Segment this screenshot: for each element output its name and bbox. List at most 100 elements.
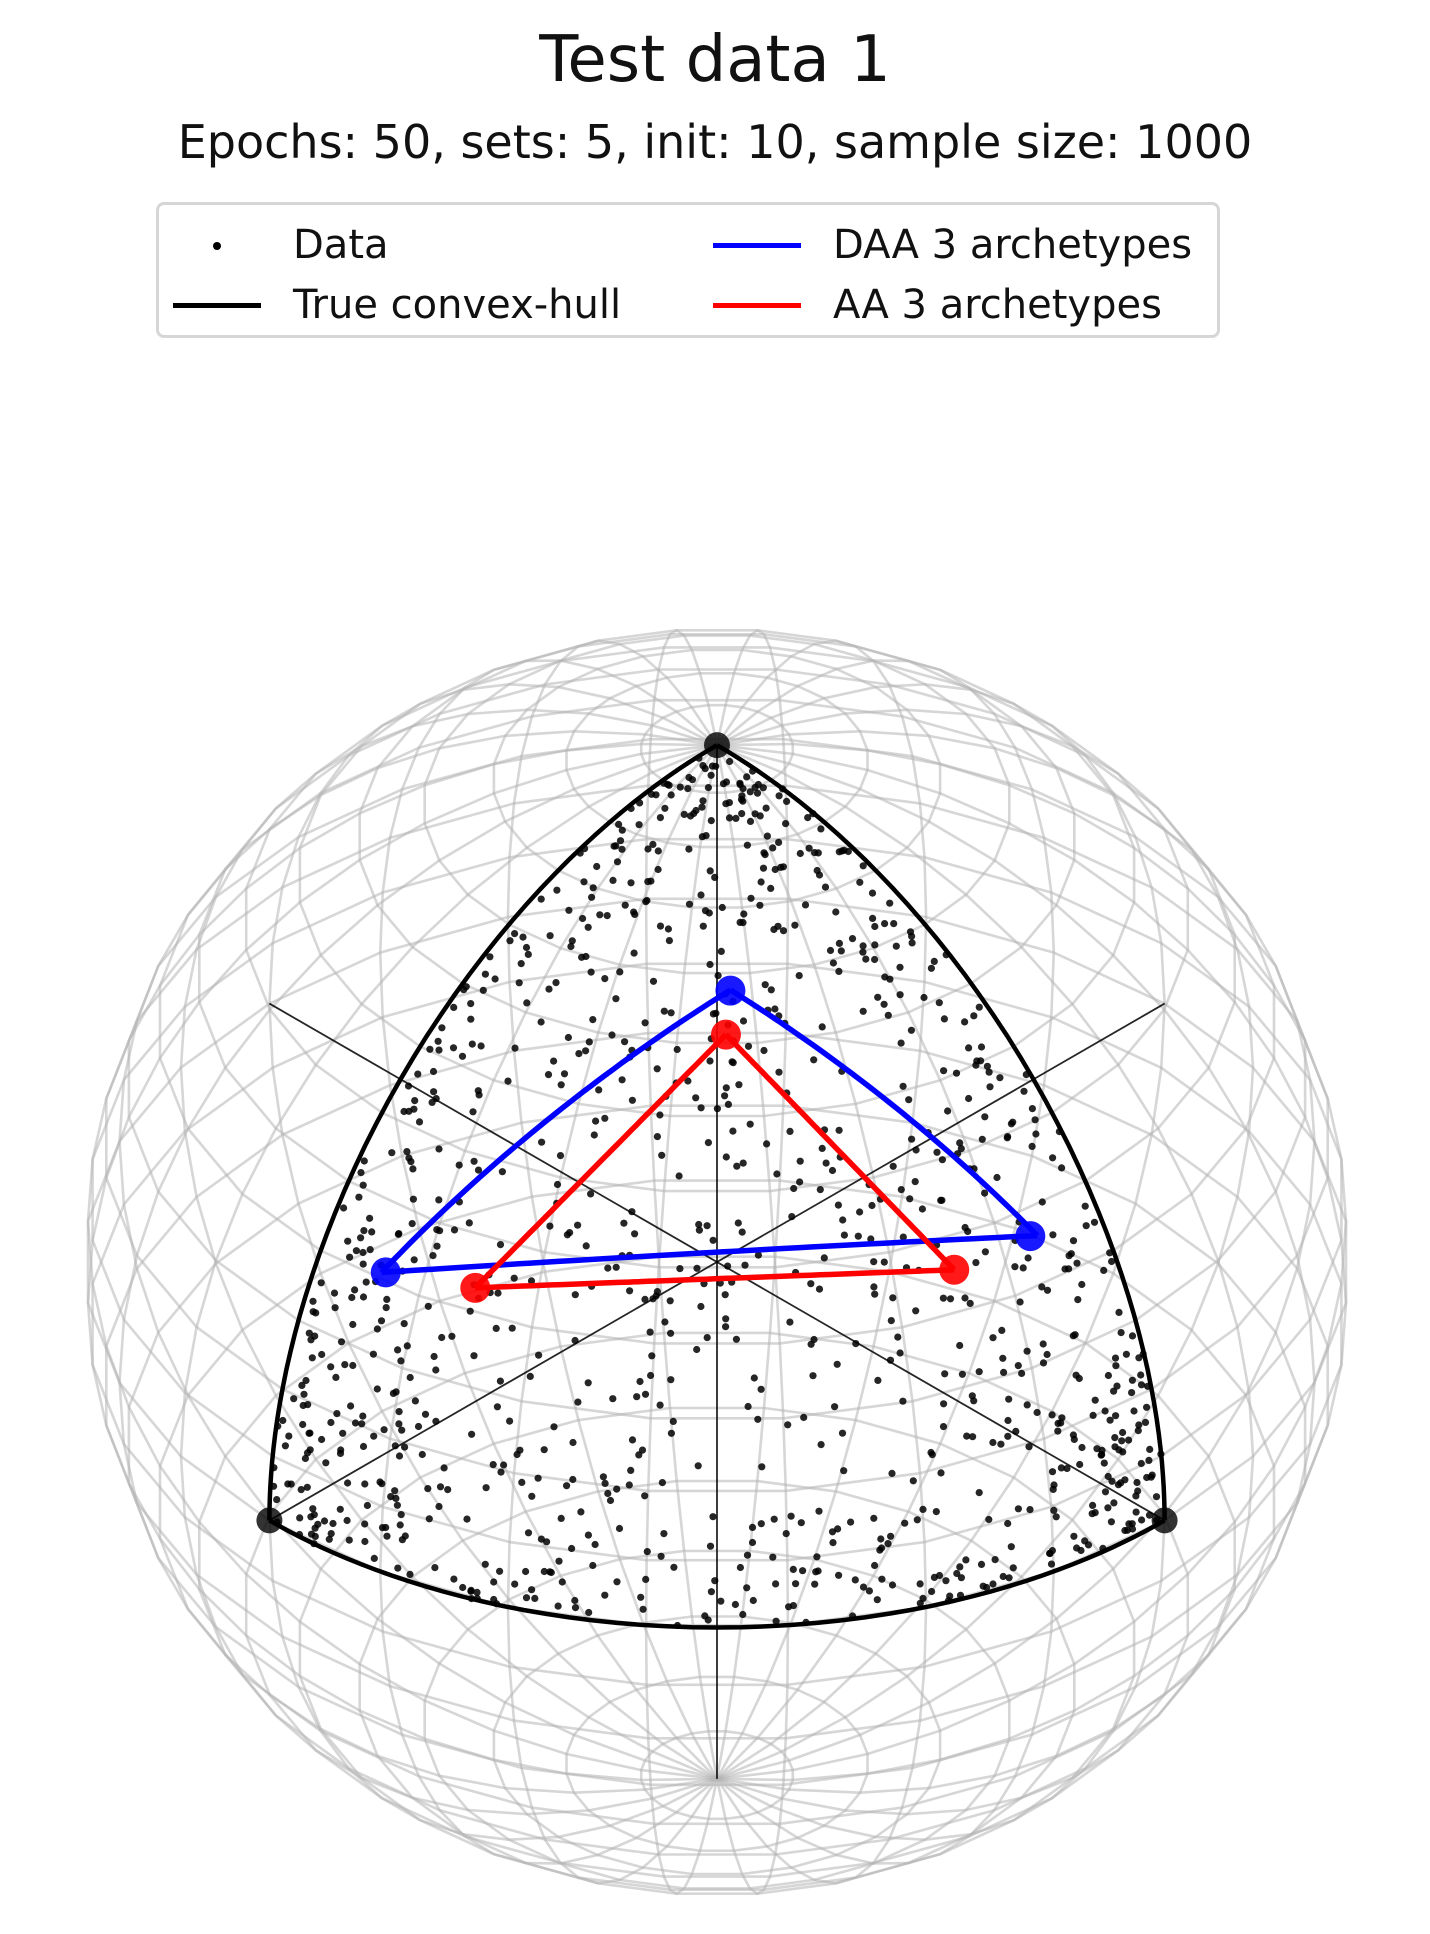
data-point	[887, 1532, 895, 1540]
data-point	[301, 1454, 309, 1463]
data-point	[721, 1291, 729, 1299]
data-point	[997, 1440, 1005, 1448]
data-point	[393, 1501, 401, 1509]
data-point	[296, 1514, 304, 1522]
data-point	[956, 1139, 964, 1147]
data-point	[886, 899, 894, 907]
data-point	[400, 1107, 408, 1116]
data-point	[621, 901, 629, 909]
data-point	[939, 1423, 948, 1431]
data-point	[563, 1482, 571, 1490]
data-point	[1007, 1543, 1015, 1551]
data-point	[834, 1525, 842, 1533]
data-point	[859, 948, 867, 956]
data-point	[761, 981, 769, 989]
data-point	[401, 1443, 409, 1451]
data-point	[1091, 1509, 1099, 1517]
data-point	[311, 1332, 319, 1340]
data-point	[848, 935, 857, 943]
data-point	[1089, 1501, 1097, 1509]
data-point	[497, 1468, 505, 1476]
data-point	[318, 1350, 326, 1359]
aa-archetype-point	[460, 1272, 491, 1303]
data-point	[435, 1046, 443, 1054]
data-point	[1050, 1481, 1058, 1489]
data-point	[596, 911, 604, 919]
data-point	[890, 920, 898, 928]
data-point	[1073, 1544, 1081, 1552]
data-point	[469, 1108, 477, 1116]
data-point	[698, 803, 706, 811]
data-point	[1138, 1516, 1146, 1524]
data-point	[777, 863, 785, 872]
data-point	[589, 1016, 597, 1024]
data-point	[325, 1535, 333, 1543]
legend-marker-data	[171, 217, 263, 273]
data-point	[786, 1127, 794, 1135]
data-point	[760, 1046, 768, 1055]
data-point	[656, 814, 665, 822]
data-point	[746, 1120, 754, 1128]
data-point	[448, 1332, 456, 1340]
data-point	[601, 975, 609, 983]
data-point	[856, 1208, 864, 1216]
data-point	[881, 920, 889, 928]
data-point	[1014, 1362, 1022, 1370]
sphere-parallel	[127, 737, 1307, 1420]
data-point	[851, 1576, 859, 1584]
data-point	[871, 1290, 879, 1298]
data-point	[571, 1596, 579, 1605]
data-point	[1012, 1427, 1020, 1435]
data-point	[359, 1412, 367, 1420]
data-point	[665, 937, 674, 945]
data-point	[467, 1015, 475, 1023]
data-point	[587, 968, 595, 976]
data-point	[775, 838, 783, 847]
data-point	[574, 1221, 582, 1229]
data-point	[653, 1065, 661, 1073]
data-point	[1043, 1350, 1051, 1359]
data-point	[795, 972, 803, 980]
data-point	[784, 1421, 792, 1429]
data-point	[554, 1602, 562, 1610]
data-point	[359, 1181, 367, 1189]
data-point	[722, 1323, 730, 1331]
data-point	[450, 1003, 458, 1012]
sphere-parallel	[105, 1031, 1329, 1740]
true-convex-hull	[256, 732, 1178, 1630]
data-point	[680, 810, 688, 819]
data-point	[981, 1113, 989, 1121]
data-point	[732, 814, 740, 823]
data-point	[481, 1560, 489, 1568]
data-point	[435, 1145, 443, 1153]
data-point	[411, 1097, 419, 1105]
data-point	[1137, 1459, 1145, 1468]
data-point	[897, 1186, 905, 1194]
data-point	[1074, 1296, 1082, 1304]
data-point	[901, 1519, 909, 1527]
data-point	[511, 1044, 519, 1052]
data-point	[1107, 1518, 1115, 1526]
data-point	[1004, 1416, 1012, 1425]
data-point	[835, 967, 843, 976]
data-point	[616, 837, 625, 845]
data-point	[888, 1469, 896, 1477]
data-point	[977, 1043, 986, 1051]
data-point	[340, 1204, 348, 1212]
data-point	[852, 1340, 860, 1348]
data-point	[871, 941, 879, 949]
data-point	[744, 1402, 752, 1411]
data-point	[430, 1352, 438, 1361]
data-point	[697, 1302, 705, 1311]
hull-edge	[267, 743, 719, 1521]
data-point	[817, 1441, 825, 1449]
data-point	[553, 886, 561, 894]
data-point	[880, 1258, 888, 1266]
data-point	[892, 942, 900, 950]
daa-archetype-point	[1015, 1221, 1046, 1252]
data-point	[870, 1258, 878, 1266]
data-point	[1032, 1130, 1040, 1138]
data-point	[426, 1045, 434, 1053]
data-point	[706, 1057, 714, 1065]
data-point	[403, 1148, 411, 1156]
